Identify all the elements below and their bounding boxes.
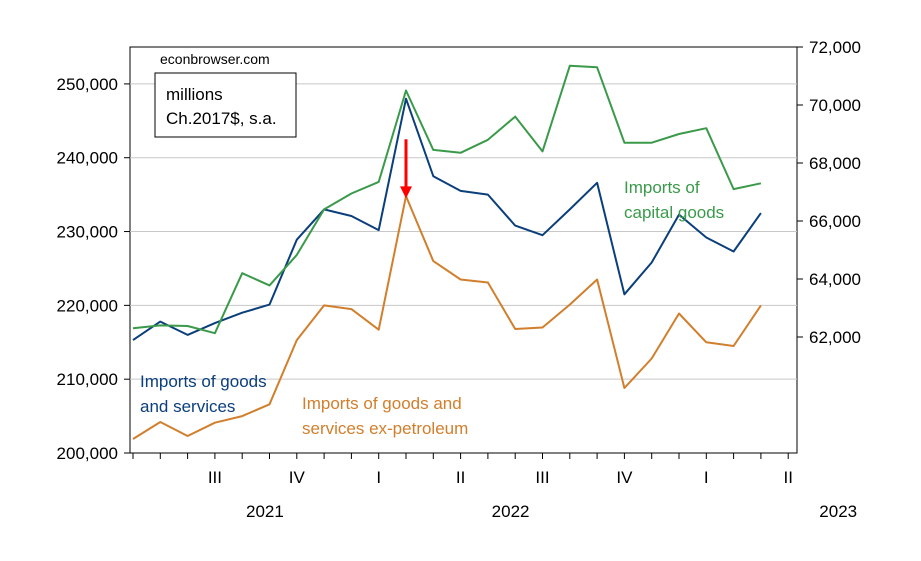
series-lines [132, 64, 762, 440]
series-line-1 [132, 195, 762, 440]
left-tick-label: 230,000 [57, 223, 118, 242]
series-label-goods-services: Imports of goods and services [140, 372, 267, 416]
axis-ticks [124, 46, 803, 459]
right-tick-label: 66,000 [809, 212, 861, 231]
left-tick-label: 240,000 [57, 149, 118, 168]
year-label: 2023 [819, 502, 857, 521]
arrow-head [400, 186, 412, 199]
series-label-ex-petroleum: Imports of goods and services ex-petrole… [302, 394, 468, 438]
source-note: econbrowser.com [160, 51, 270, 67]
year-label: 2022 [492, 502, 530, 521]
year-label: 2021 [246, 502, 284, 521]
series-line-0 [132, 97, 762, 341]
units-line-1: millions [166, 85, 223, 104]
units-box: millions Ch.2017$, s.a. [154, 72, 297, 138]
quarter-label: II [783, 468, 792, 487]
right-axis-labels: 62,000 64,000 66,000 68,000 70,000 72,000 [809, 38, 861, 347]
series-label-ex-petroleum-line-1: Imports of goods and [302, 394, 462, 413]
right-tick-label: 72,000 [809, 38, 861, 57]
series-label-goods-services-line-2: and services [140, 397, 235, 416]
series-label-capital-goods-line-1: Imports of [624, 178, 700, 197]
units-line-2: Ch.2017$, s.a. [166, 109, 277, 128]
quarter-label: I [376, 468, 381, 487]
left-tick-label: 250,000 [57, 75, 118, 94]
left-tick-label: 210,000 [57, 370, 118, 389]
series-line-2 [132, 64, 762, 335]
series-label-goods-services-line-1: Imports of goods [140, 372, 267, 391]
annotation-arrow [400, 139, 412, 199]
quarter-label: IV [289, 468, 306, 487]
left-tick-label: 200,000 [57, 444, 118, 463]
left-tick-label: 220,000 [57, 296, 118, 315]
right-tick-label: 68,000 [809, 154, 861, 173]
quarter-label: III [535, 468, 549, 487]
quarter-label: I [704, 468, 709, 487]
series-label-capital-goods-line-2: capital goods [624, 203, 724, 222]
right-tick-label: 70,000 [809, 96, 861, 115]
series-label-ex-petroleum-line-2: services ex-petroleum [302, 419, 468, 438]
quarter-label: IV [616, 468, 633, 487]
plot-frame [129, 46, 798, 454]
quarter-label: III [208, 468, 222, 487]
right-tick-label: 62,000 [809, 328, 861, 347]
quarter-label: II [456, 468, 465, 487]
left-axis-labels: 200,000 210,000 220,000 230,000 240,000 250,0… [57, 75, 118, 463]
right-tick-label: 64,000 [809, 270, 861, 289]
series-label-capital-goods: Imports of capital goods [624, 178, 724, 222]
